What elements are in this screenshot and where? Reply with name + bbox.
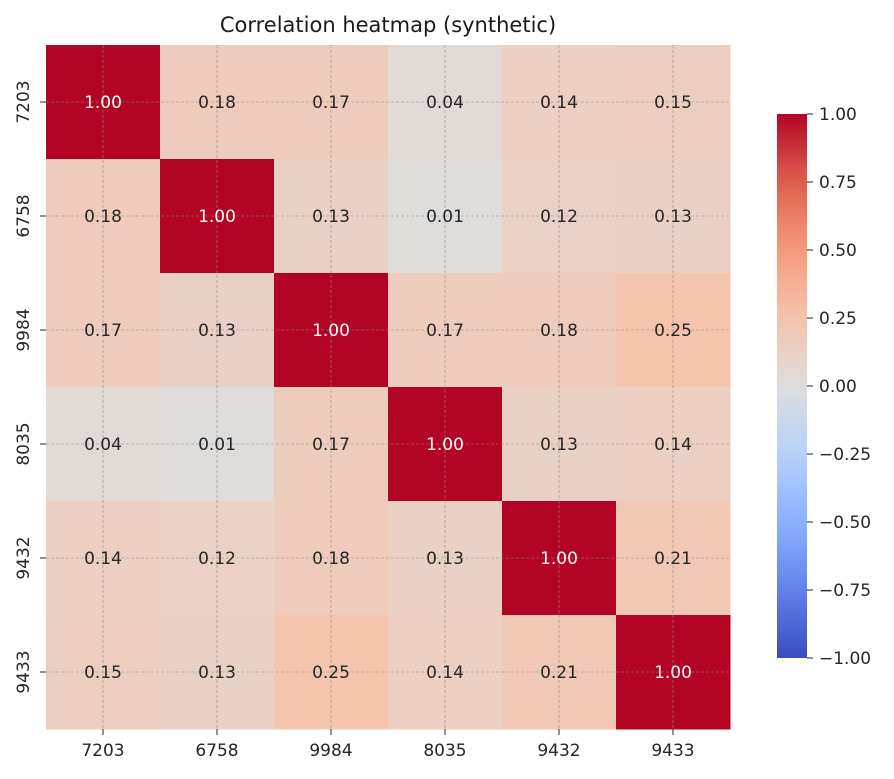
x-tick-label: 6758 (195, 741, 238, 761)
cell-annotations: 1.00 0.18 0.17 0.04 0.14 0.15 0.18 1.00 0.13 0.01… (84, 93, 692, 683)
cell-value-label: 1.00 (426, 435, 464, 455)
colorbar-tick-label: −1.00 (819, 649, 871, 669)
cell-value-label: 0.13 (198, 663, 236, 683)
y-tick-label: 6758 (14, 194, 34, 237)
cell-value-label: 0.12 (198, 549, 236, 569)
cell-value-label: 0.15 (654, 93, 692, 113)
cell-value-label: 0.13 (312, 207, 350, 227)
cell-value-label: 0.17 (312, 435, 350, 455)
cell-value-label: 0.13 (198, 321, 236, 341)
cell-value-label: 0.15 (84, 663, 122, 683)
colorbar-tick-label: −0.50 (819, 513, 871, 533)
cell-value-label: 1.00 (312, 321, 350, 341)
cell-value-label: 0.13 (426, 549, 464, 569)
cell-value-label: 0.01 (426, 207, 464, 227)
grid-lines (46, 45, 730, 729)
y-tick-label: 9433 (14, 650, 34, 693)
cell-value-label: 0.14 (426, 663, 464, 683)
cell-value-label: 0.14 (84, 549, 122, 569)
cell-value-label: 1.00 (654, 663, 692, 683)
colorbar-tick-label: 0.25 (819, 309, 857, 329)
colorbar-tick-label: 1.00 (819, 105, 857, 125)
cell-value-label: 1.00 (84, 93, 122, 113)
x-tick-label: 9432 (537, 741, 580, 761)
colorbar-tick-label: 0.75 (819, 173, 857, 193)
cell-value-label: 0.13 (654, 207, 692, 227)
heatmap-cells (46, 45, 731, 730)
cell-value-label: 0.04 (84, 435, 122, 455)
y-axis: 7203 6758 9984 8035 9432 9433 (14, 80, 46, 694)
cell-value-label: 1.00 (540, 549, 578, 569)
chart-title: Correlation heatmap (synthetic) (220, 13, 556, 37)
cell-value-label: 0.21 (540, 663, 578, 683)
y-tick-label: 9984 (14, 308, 34, 351)
cell-value-label: 0.12 (540, 207, 578, 227)
x-tick-label: 7203 (81, 741, 124, 761)
colorbar-tick-label: 0.00 (819, 377, 857, 397)
cell-value-label: 0.17 (312, 93, 350, 113)
y-tick-label: 7203 (14, 80, 34, 123)
cell-value-label: 0.18 (540, 321, 578, 341)
cell-value-label: 0.13 (540, 435, 578, 455)
y-tick-label: 8035 (14, 422, 34, 465)
cell-value-label: 0.01 (198, 435, 236, 455)
cell-value-label: 0.04 (426, 93, 464, 113)
cell-value-label: 0.17 (84, 321, 122, 341)
cell-value-label: 0.25 (654, 321, 692, 341)
x-tick-label: 9433 (651, 741, 694, 761)
colorbar: 1.00 0.75 0.50 0.25 0.00 −0.25 −0.50 −0.75 −1.00 (777, 105, 871, 669)
cell-value-label: 0.21 (654, 549, 692, 569)
cell-value-label: 1.00 (198, 207, 236, 227)
colorbar-tick-label: 0.50 (819, 241, 857, 261)
cell-value-label: 0.14 (540, 93, 578, 113)
cell-value-label: 0.18 (312, 549, 350, 569)
cell-value-label: 0.17 (426, 321, 464, 341)
x-tick-label: 8035 (423, 741, 466, 761)
x-tick-label: 9984 (309, 741, 352, 761)
cell-value-label: 0.14 (654, 435, 692, 455)
cell-value-label: 0.18 (198, 93, 236, 113)
colorbar-tick-label: −0.75 (819, 581, 871, 601)
colorbar-tick-label: −0.25 (819, 445, 871, 465)
colorbar-gradient (777, 114, 807, 658)
y-tick-label: 9432 (14, 536, 34, 579)
cell-value-label: 0.18 (84, 207, 122, 227)
x-axis: 7203 6758 9984 8035 9432 9433 (81, 729, 695, 761)
cell-value-label: 0.25 (312, 663, 350, 683)
